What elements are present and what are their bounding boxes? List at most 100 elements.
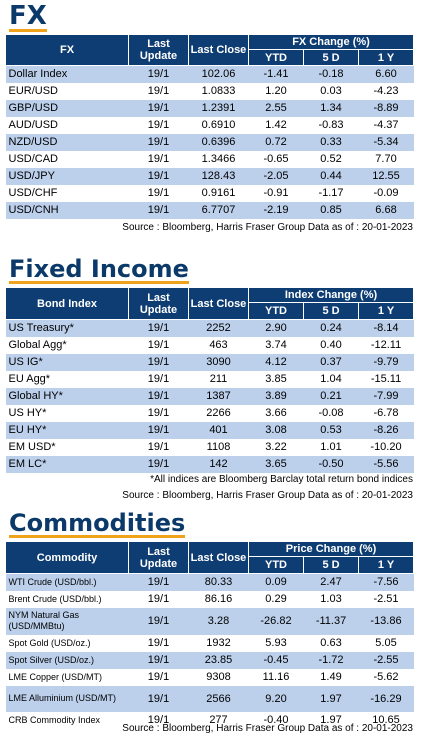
row-5d: 0.03 — [303, 82, 359, 100]
table-row: Brent Crude (USD/bbl.) 19/1 86.16 0.29 1.03-… — [5, 590, 414, 608]
cm-col-change-group: Price Change (%) — [247, 541, 415, 557]
fx-col-change-group: FX Change (%) — [247, 34, 415, 50]
row-ytd: 2.90 — [248, 319, 304, 337]
row-last-close: 6.7707 — [188, 201, 249, 219]
row-1y: -6.78 — [358, 404, 414, 422]
fi-col-1y: 1 Y — [357, 302, 415, 320]
table-row: EU HY* 19/1 401 3.08 0.53 -8.26 — [5, 421, 414, 439]
table-row: Spot Gold (USD/oz.) 19/1 1932 5.93 0.63 5.05 — [5, 634, 414, 652]
row-name: EUR/USD — [5, 82, 129, 100]
row-5d: 0.44 — [303, 167, 359, 185]
row-1y: -8.14 — [358, 319, 414, 337]
row-name: USD/CNH — [5, 201, 129, 219]
row-ytd: 3.66 — [248, 404, 304, 422]
heading-underline — [9, 281, 189, 284]
fx-heading: FX — [9, 1, 47, 32]
table-row: GBP/USD 19/1 1.2391 2.55 1.34 -8.89 — [5, 99, 414, 117]
row-last-update: 19/1 — [128, 65, 189, 83]
heading-underline — [9, 535, 186, 538]
row-name: Spot Silver (USD/oz.) — [5, 651, 129, 669]
row-1y: -7.99 — [358, 387, 414, 405]
row-5d: 1.97 — [303, 685, 359, 712]
row-1y: 12.55 — [358, 167, 414, 185]
row-last-update: 19/1 — [128, 455, 189, 473]
table-row: AUD/USD 19/1 0.6910 1.42 -0.83 -4.37 — [5, 116, 414, 134]
row-5d: 2.47 — [303, 573, 359, 591]
row-last-close: 2252 — [188, 319, 249, 337]
row-name: Brent Crude (USD/bbl.) — [5, 590, 129, 608]
row-last-close: 2266 — [188, 404, 249, 422]
row-name: US HY* — [5, 404, 129, 422]
row-ytd: -1.41 — [248, 65, 304, 83]
row-5d: 1.34 — [303, 99, 359, 117]
row-ytd: 3.85 — [248, 370, 304, 388]
row-name: EM LC* — [5, 455, 129, 473]
fx-rows: Dollar Index 19/1 102.06 -1.41 -0.18 6.60 EUR/… — [5, 65, 414, 219]
fixed-income-title: Fixed Income — [9, 255, 189, 283]
row-5d: 1.01 — [303, 438, 359, 456]
row-5d: 1.97 — [303, 711, 359, 729]
row-last-close: 2566 — [188, 685, 249, 712]
row-5d: -1.17 — [303, 184, 359, 202]
row-last-update: 19/1 — [128, 387, 189, 405]
row-5d: 0.53 — [303, 421, 359, 439]
row-name: NYM Natural Gas (USD/MMBtu) — [5, 607, 129, 635]
row-last-close: 1.2391 — [188, 99, 249, 117]
fi-col-change-group: Index Change (%) — [247, 287, 415, 303]
row-last-close: 0.6910 — [188, 116, 249, 134]
fi-col-name: Bond Index — [5, 287, 129, 320]
row-ytd: -0.40 — [248, 711, 304, 729]
commodities-title: Commodities — [9, 509, 186, 537]
fixed-income-rows: US Treasury* 19/1 2252 2.90 0.24 -8.14 Global … — [5, 319, 414, 473]
row-last-update: 19/1 — [128, 404, 189, 422]
row-ytd: 3.74 — [248, 336, 304, 354]
row-name: USD/CAD — [5, 150, 129, 168]
table-row: USD/JPY 19/1 128.43 -2.05 0.44 12.55 — [5, 167, 414, 185]
row-ytd: -2.19 — [248, 201, 304, 219]
row-name: EM USD* — [5, 438, 129, 456]
row-last-close: 23.85 — [188, 651, 249, 669]
row-last-update: 19/1 — [128, 607, 189, 635]
table-row: EUR/USD 19/1 1.0833 1.20 0.03 -4.23 — [5, 82, 414, 100]
fx-col-name: FX — [5, 34, 129, 66]
table-row: Dollar Index 19/1 102.06 -1.41 -0.18 6.60 — [5, 65, 414, 83]
row-name: Spot Gold (USD/oz.) — [5, 634, 129, 652]
row-last-update: 19/1 — [128, 336, 189, 354]
row-last-close: 1108 — [188, 438, 249, 456]
row-1y: -9.79 — [358, 353, 414, 371]
cm-col-last-update: Last Update — [128, 541, 189, 574]
row-last-close: 1387 — [188, 387, 249, 405]
row-name: LME Copper (USD/MT) — [5, 668, 129, 686]
row-ytd: -26.82 — [248, 607, 304, 635]
row-last-close: 1932 — [188, 634, 249, 652]
row-name: Global Agg* — [5, 336, 129, 354]
row-5d: 0.33 — [303, 133, 359, 151]
cm-col-5d: 5 D — [303, 556, 359, 574]
fx-col-1y: 1 Y — [357, 49, 415, 66]
row-5d: 0.40 — [303, 336, 359, 354]
fi-col-5d: 5 D — [303, 302, 359, 320]
row-last-close: 3.28 — [188, 607, 249, 635]
row-name: AUD/USD — [5, 116, 129, 134]
row-ytd: 3.65 — [248, 455, 304, 473]
table-row: WTI Crude (USD/bbl.) 19/1 80.33 0.09 2.47 -7.… — [5, 573, 414, 591]
table-row: Global HY* 19/1 1387 3.89 0.21 -7.99 — [5, 387, 414, 405]
row-last-close: 1.3466 — [188, 150, 249, 168]
row-1y: 5.05 — [358, 634, 414, 652]
row-5d: 0.52 — [303, 150, 359, 168]
fx-title: FX — [9, 1, 47, 31]
fi-col-last-close: Last Close — [188, 287, 249, 320]
table-row: USD/CNH 19/1 6.7707 -2.19 0.85 6.68 — [5, 201, 414, 219]
cm-col-1y: 1 Y — [357, 556, 415, 574]
row-name: USD/CHF — [5, 184, 129, 202]
row-name: GBP/USD — [5, 99, 129, 117]
row-ytd: -2.05 — [248, 167, 304, 185]
row-5d: 0.85 — [303, 201, 359, 219]
row-last-close: 0.6396 — [188, 133, 249, 151]
table-row: EU Agg* 19/1 211 3.85 1.04 -15.11 — [5, 370, 414, 388]
table-row: Global Agg* 19/1 463 3.74 0.40 -12.11 — [5, 336, 414, 354]
table-row: US Treasury* 19/1 2252 2.90 0.24 -8.14 — [5, 319, 414, 337]
fixed-income-table: Bond Index Last Update Last Close Index … — [5, 287, 415, 473]
row-last-update: 19/1 — [128, 353, 189, 371]
table-row: LME Alluminium (USD/MT) 19/1 2566 9.20 1.97-… — [5, 685, 414, 712]
